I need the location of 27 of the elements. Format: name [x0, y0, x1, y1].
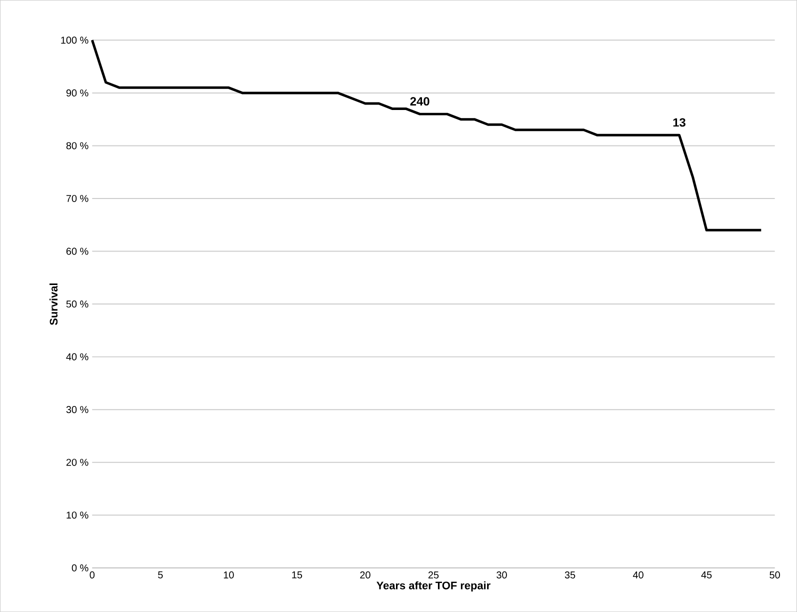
y-tick-label: 10 %: [66, 512, 88, 519]
x-tick-label: 15: [292, 571, 302, 578]
y-tick-label: 40 %: [66, 353, 88, 360]
annotation: 13: [673, 118, 686, 127]
x-axis-title: Years after TOF repair: [376, 581, 490, 592]
annotation: 240: [410, 97, 430, 106]
y-tick-label: 20 %: [66, 458, 88, 466]
x-tick-label: 20: [360, 571, 370, 578]
y-tick-label: 60 %: [66, 248, 88, 255]
y-tick-label: 90 %: [66, 89, 88, 96]
x-tick-label: 5: [158, 571, 163, 578]
x-tick-label: 10: [224, 571, 234, 578]
x-tick-label: 40: [632, 571, 644, 578]
line-series: [90, 38, 762, 232]
x-tick-label: 45: [701, 571, 712, 578]
x-tick-label: 50: [770, 571, 780, 578]
y-tick-label: 100 %: [61, 36, 88, 44]
x-tick-label: 35: [564, 571, 576, 578]
y-tick-label: 50 %: [66, 300, 88, 308]
x-tick-label: 25: [428, 571, 439, 578]
y-tick-label: 80 %: [66, 142, 88, 150]
y-tick-label: 70 %: [66, 194, 88, 202]
y-tick-label: 30 %: [66, 406, 88, 414]
y-axis-title: Survival: [50, 283, 58, 326]
x-tick-label: 30: [496, 571, 507, 578]
y-tick-label: 0 %: [72, 564, 88, 572]
x-tick-label: 0: [90, 571, 95, 578]
